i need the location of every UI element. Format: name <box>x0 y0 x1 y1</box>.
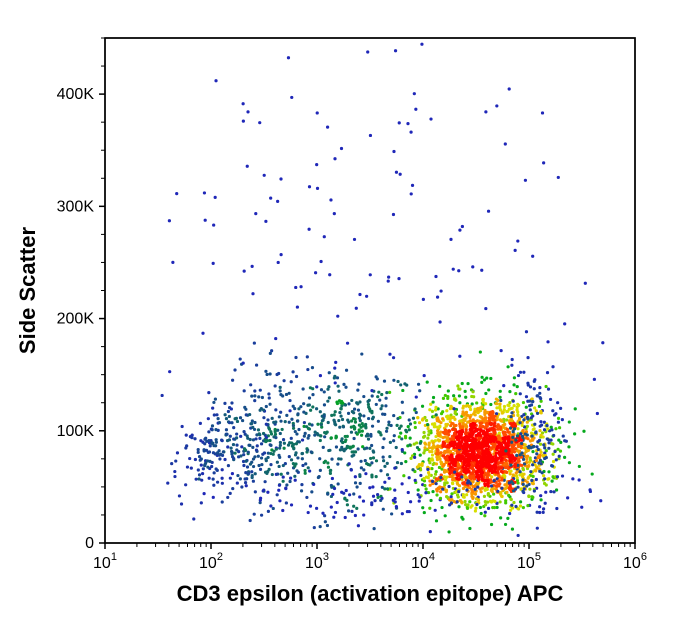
x-axis-label: CD3 epsilon (activation epitope) APC <box>177 581 564 606</box>
svg-text:400K: 400K <box>57 86 95 103</box>
svg-text:100K: 100K <box>57 423 95 440</box>
chart-svg: 0100K200K300K400K101102103104105106Side … <box>0 0 673 641</box>
svg-text:200K: 200K <box>57 311 95 328</box>
svg-text:300K: 300K <box>57 198 95 215</box>
svg-text:0: 0 <box>85 535 94 552</box>
flow-cytometry-scatter: 0100K200K300K400K101102103104105106Side … <box>0 0 673 641</box>
y-axis-label: Side Scatter <box>15 226 40 354</box>
